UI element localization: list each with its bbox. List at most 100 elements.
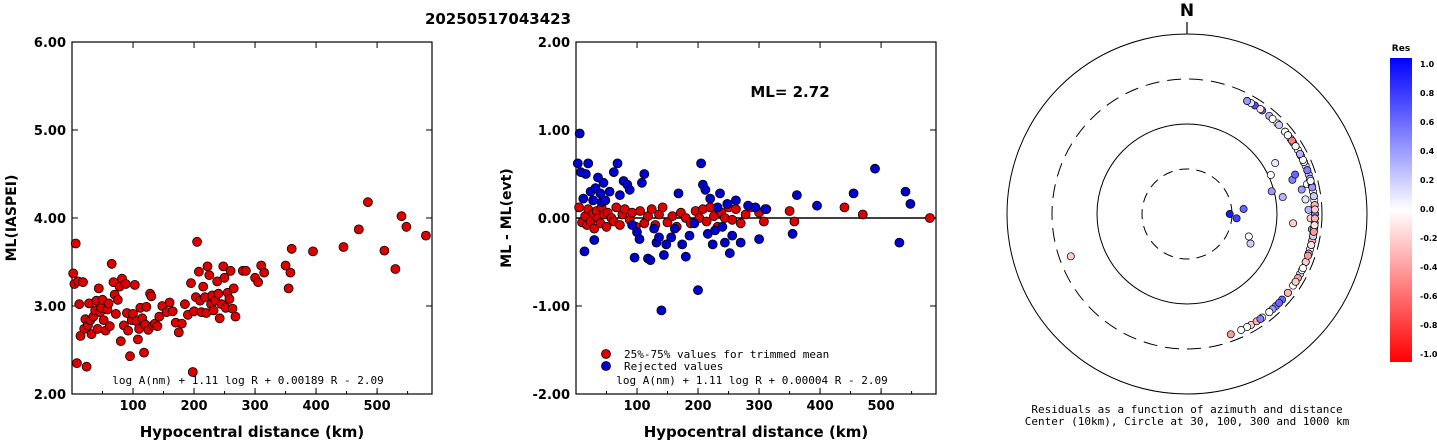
right-data-point xyxy=(627,220,637,230)
colorbar-tick-label: 0.2 xyxy=(1420,176,1434,185)
left-data-point xyxy=(224,294,235,304)
right-x-tick-label: 200 xyxy=(684,399,711,414)
left-data-point xyxy=(192,236,203,247)
north-label: N xyxy=(1180,1,1194,21)
polar-caption-line2: Center (10km), Circle at 30, 100, 300 an… xyxy=(1025,415,1350,428)
polar-data-point xyxy=(1308,183,1317,192)
right-data-point xyxy=(583,158,594,169)
polar-caption-line1: Residuals as a function of azimuth and d… xyxy=(1031,403,1342,416)
left-data-point xyxy=(230,311,241,322)
right-data-point xyxy=(700,184,711,195)
polar-data-point xyxy=(1237,326,1246,334)
left-data-point xyxy=(86,329,97,340)
colorbar-tick-label: -1.0 xyxy=(1420,350,1437,359)
left-x-tick-label: 300 xyxy=(241,399,268,414)
right-data-point xyxy=(627,207,637,218)
right-x-tick-label: 400 xyxy=(806,399,833,414)
colorbar: Res 1.0 0.8 0.6 0.4 0.2 0.0 -0.2 -0.4 -0.6 -0.8 -1… xyxy=(1390,44,1437,362)
left-data-point xyxy=(396,211,407,222)
right-data-point xyxy=(580,169,591,179)
left-y-tick-label: 2.00 xyxy=(34,388,66,403)
polar-data-point xyxy=(1239,205,1248,213)
right-data-point xyxy=(669,223,680,234)
left-data-point xyxy=(152,321,163,332)
right-data-point xyxy=(812,200,822,211)
left-x-tick-label: 100 xyxy=(119,399,146,414)
polar-data-point xyxy=(1287,136,1296,145)
left-x-axis-label: Hypocentral distance (km) xyxy=(140,423,365,441)
right-data-point xyxy=(750,202,761,213)
polar-data-point xyxy=(1226,330,1235,339)
legend-label-rejected: Rejected values xyxy=(624,360,723,373)
right-data-point xyxy=(598,177,609,188)
right-data-point xyxy=(900,186,911,197)
left-y-tick-label: 6.00 xyxy=(34,36,66,51)
right-data-point xyxy=(615,190,625,201)
polar-data-point xyxy=(1283,131,1292,140)
polar-data-point xyxy=(1268,114,1277,123)
left-data-points xyxy=(68,197,431,377)
right-data-point xyxy=(579,246,590,257)
left-axis-ticks: 100 200 300 400 500 2.00 3.00 4.00 5.00 6.00 xyxy=(34,36,432,414)
right-data-point xyxy=(677,239,688,250)
left-data-point xyxy=(123,325,134,336)
right-data-point xyxy=(857,209,868,220)
polar-data-point xyxy=(1271,159,1280,168)
left-data-point xyxy=(81,361,92,372)
legend-marker-rejected xyxy=(601,361,611,371)
left-data-point xyxy=(338,242,349,252)
polar-data-point xyxy=(1301,195,1310,204)
right-data-point xyxy=(689,218,700,229)
left-data-point xyxy=(164,297,175,308)
right-y-tick-label: 1.00 xyxy=(538,124,570,139)
left-data-point xyxy=(219,272,230,283)
polar-data-point xyxy=(1232,214,1241,223)
polar-data-point xyxy=(1256,105,1265,114)
right-data-point xyxy=(635,206,645,216)
right-data-point xyxy=(600,195,611,206)
right-data-point xyxy=(848,188,859,199)
ml-annotation: ML= 2.72 xyxy=(750,83,829,101)
left-data-point xyxy=(167,306,178,317)
right-data-point xyxy=(667,211,678,222)
right-y-axis-label: ML - ML(evt) xyxy=(499,168,515,267)
polar-plot: N Residuals as a function of azimuth and… xyxy=(1006,1,1368,428)
polar-data-point xyxy=(1265,308,1274,317)
right-data-point xyxy=(624,184,635,195)
right-data-point xyxy=(696,158,706,169)
left-data-point xyxy=(125,351,135,362)
left-data-point xyxy=(115,336,126,347)
colorbar-title: Res xyxy=(1392,44,1410,54)
polar-data-point xyxy=(1299,264,1307,273)
right-chart: 100 200 300 400 500 -2.00 -1.00 0.00 1.00 2.00 ML… xyxy=(499,36,937,441)
left-data-point xyxy=(283,283,294,294)
colorbar-tick-label: -0.4 xyxy=(1420,263,1437,272)
polar-data-point xyxy=(1243,97,1252,105)
left-y-tick-label: 4.00 xyxy=(34,212,66,227)
right-data-point xyxy=(680,251,691,262)
right-data-points xyxy=(572,128,935,316)
right-data-point xyxy=(705,193,716,204)
colorbar-gradient xyxy=(1390,58,1412,362)
right-x-tick-label: 300 xyxy=(745,399,772,414)
left-data-point xyxy=(141,301,152,312)
right-data-point xyxy=(925,213,935,223)
polar-data-point xyxy=(1309,192,1318,201)
polar-data-point xyxy=(1291,170,1300,179)
left-data-point xyxy=(187,367,198,377)
right-data-point xyxy=(784,206,795,216)
right-data-point xyxy=(604,186,615,197)
left-data-point xyxy=(286,243,297,254)
right-data-point xyxy=(724,248,735,259)
left-data-point xyxy=(186,278,196,289)
polar-data-point xyxy=(1306,176,1315,185)
right-y-tick-label: 0.00 xyxy=(538,212,570,227)
ring-300km xyxy=(1051,78,1323,350)
right-x-tick-label: 100 xyxy=(623,399,650,414)
polar-data-point xyxy=(1266,170,1275,179)
left-formula: log A(nm) + 1.11 log R + 0.00189 R - 2.0… xyxy=(112,374,384,387)
ring-30km xyxy=(1141,168,1233,260)
right-data-point xyxy=(588,195,598,206)
polar-data-point xyxy=(1256,314,1265,323)
right-data-point xyxy=(634,234,645,245)
